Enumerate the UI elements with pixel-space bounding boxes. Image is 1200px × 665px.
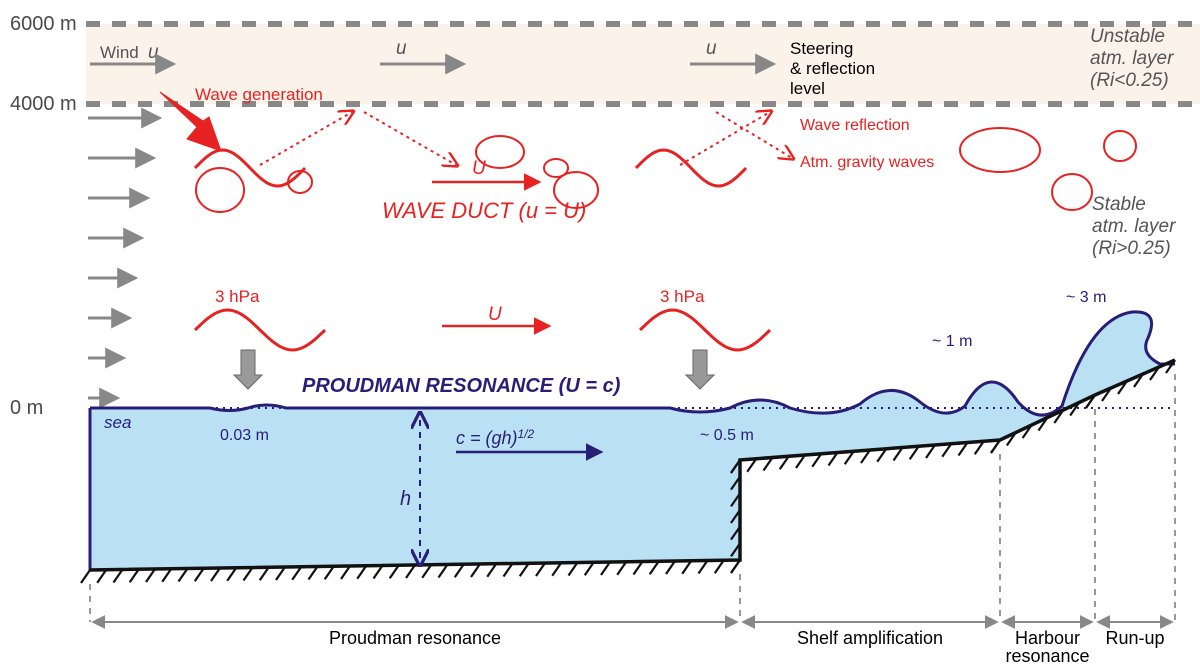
floor-hatch: [244, 568, 253, 581]
floor-hatch: [406, 565, 415, 578]
floor-hatch: [276, 567, 285, 580]
wave-duct-label: WAVE DUCT (u = U): [382, 198, 586, 223]
floor-hatch: [292, 567, 301, 580]
floor-hatch: [487, 564, 496, 577]
floor-hatch: [650, 561, 659, 574]
atm-gravity-label: Atm. gravity waves: [800, 154, 934, 171]
floor-hatch: [731, 560, 740, 573]
turbulence-bubble: [476, 136, 524, 168]
floor-hatch: [439, 565, 448, 578]
section-label: Proudman resonance: [329, 628, 501, 648]
floor-hatch: [114, 570, 123, 583]
wave-height-label: ~ 0.5 m: [700, 427, 754, 444]
floor-hatch: [130, 569, 139, 582]
turbulence-bubble: [196, 168, 244, 212]
reflection-path: [680, 112, 770, 165]
pressure-down-arrow: [234, 350, 262, 389]
floor-hatch: [195, 568, 204, 581]
floor-hatch: [390, 565, 399, 578]
sea-label: sea: [104, 413, 131, 432]
altitude-label: 4000 m: [10, 93, 77, 115]
pressure-sine: [195, 310, 325, 350]
wave-height-label: ~ 1 m: [932, 333, 972, 350]
pressure-sine: [640, 310, 770, 350]
floor-hatch: [162, 569, 171, 582]
unstable-layer-label: atm. layer: [1090, 48, 1174, 69]
proudman-label: PROUDMAN RESONANCE (U = c): [302, 375, 621, 397]
steering-label: & reflection: [790, 59, 875, 78]
altitude-label: 6000 m: [10, 13, 77, 35]
floor-hatch: [211, 568, 220, 581]
u-symbol: u: [706, 38, 717, 59]
steering-label: Steering: [790, 39, 853, 58]
floor-hatch: [341, 566, 350, 579]
floor-hatch: [422, 565, 431, 578]
meteotsunami-diagram: 6000 m4000 m0 mUnstableatm. layer(Ri<0.2…: [0, 0, 1200, 665]
floor-hatch: [699, 561, 708, 574]
stable-layer-label: (Ri>0.25): [1092, 238, 1171, 259]
reflection-path: [716, 112, 792, 158]
floor-hatch: [97, 570, 106, 583]
depth-label: h: [400, 488, 411, 510]
section-label: Run-up: [1105, 628, 1164, 648]
wind-u-label: Wind: [100, 43, 139, 62]
floor-hatch: [504, 564, 513, 577]
floor-hatch: [601, 562, 610, 575]
turbulence-bubble: [1104, 131, 1136, 161]
u-symbol: u: [396, 38, 407, 59]
wave-reflection-label: Wave reflection: [800, 117, 910, 134]
reflection-path: [260, 112, 352, 165]
floor-hatch: [617, 562, 626, 575]
floor-hatch: [715, 560, 724, 573]
altitude-label: 0 m: [10, 397, 43, 419]
floor-hatch: [520, 563, 529, 576]
duct-sine: [636, 150, 746, 186]
floor-hatch: [666, 561, 675, 574]
steering-label: level: [790, 79, 825, 98]
pressure-label: 3 hPa: [215, 287, 260, 306]
floor-hatch: [569, 563, 578, 576]
floor-hatch: [309, 567, 318, 580]
reflection-path: [364, 112, 456, 165]
floor-hatch: [146, 569, 155, 582]
floor-hatch: [374, 566, 383, 579]
turbulence-bubble: [1052, 174, 1092, 210]
floor-hatch: [471, 564, 480, 577]
floor-hatch: [325, 566, 334, 579]
wave-height-label: ~ 3 m: [1066, 289, 1106, 306]
wave-generation-label: Wave generation: [195, 85, 323, 104]
floor-hatch: [227, 568, 236, 581]
floor-hatch: [357, 566, 366, 579]
floor-hatch: [536, 563, 545, 576]
unstable-layer-label: Unstable: [1090, 26, 1165, 47]
floor-hatch: [634, 562, 643, 575]
unstable-layer-label: (Ri<0.25): [1090, 70, 1169, 91]
wind-u-symbol: u: [148, 42, 159, 63]
floor-hatch: [260, 567, 269, 580]
pressure-U-symbol: U: [488, 304, 502, 325]
section-label: resonance: [1005, 646, 1089, 665]
floor-hatch: [455, 564, 464, 577]
pressure-label: 3 hPa: [660, 287, 705, 306]
stable-layer-label: atm. layer: [1092, 216, 1176, 237]
floor-hatch: [585, 562, 594, 575]
section-label: Harbour: [1015, 628, 1080, 648]
wave-height-label: 0.03 m: [220, 427, 269, 444]
floor-hatch: [179, 569, 188, 582]
floor-hatch: [81, 570, 90, 583]
turbulence-bubble: [960, 128, 1040, 172]
floor-hatch: [552, 563, 561, 576]
stable-layer-label: Stable: [1092, 194, 1146, 215]
pressure-down-arrow: [686, 350, 714, 389]
floor-hatch: [682, 561, 691, 574]
section-label: Shelf amplification: [797, 628, 943, 648]
